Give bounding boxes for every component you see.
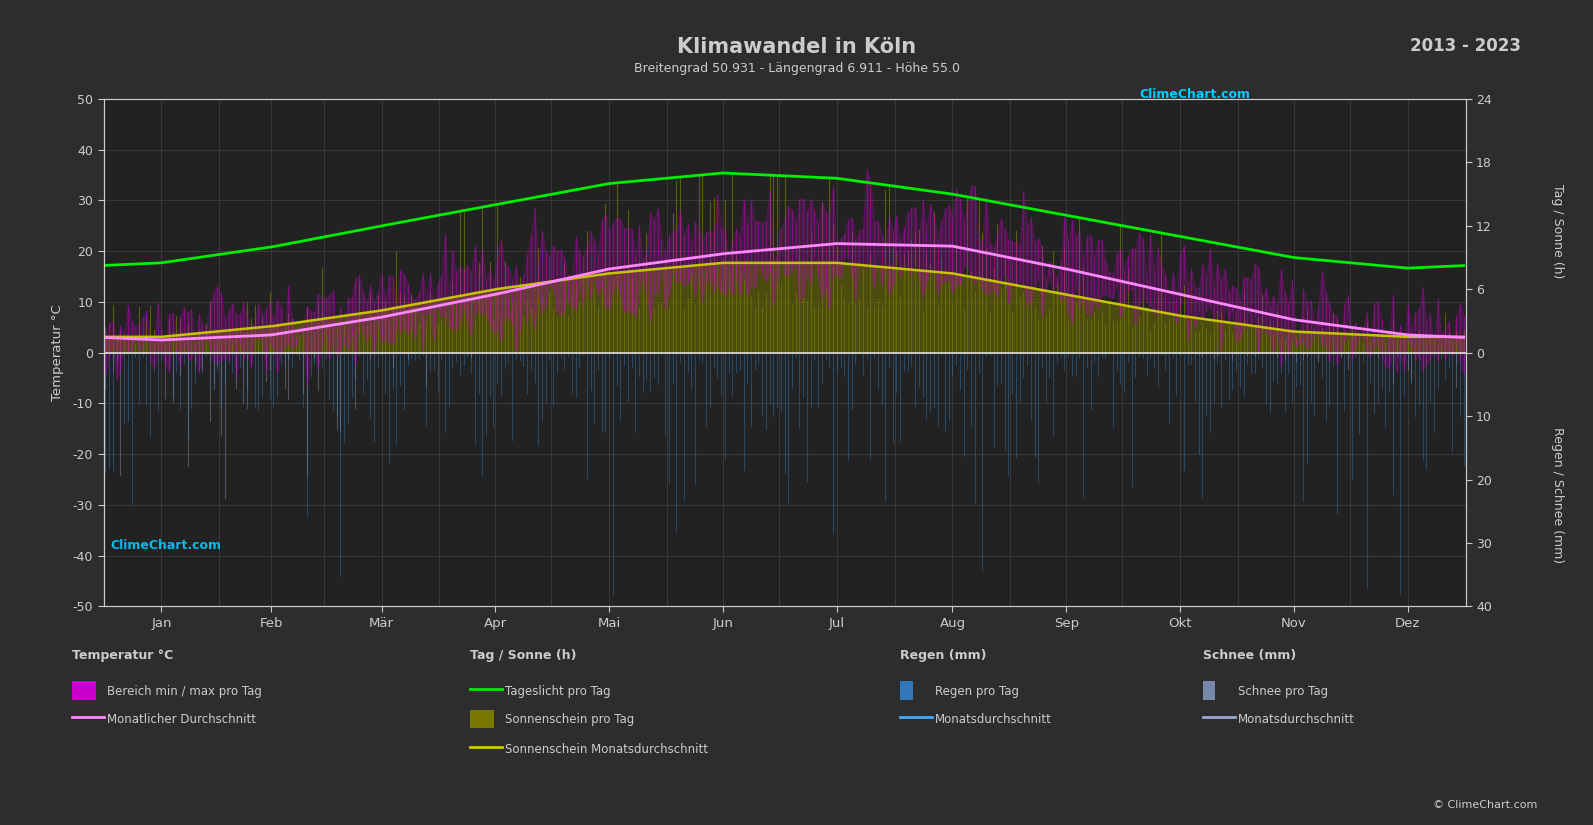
Text: Tag / Sonne (h): Tag / Sonne (h) bbox=[470, 649, 577, 662]
Text: © ClimeChart.com: © ClimeChart.com bbox=[1432, 800, 1537, 810]
Text: Regen pro Tag: Regen pro Tag bbox=[935, 685, 1020, 698]
Text: ClimeChart.com: ClimeChart.com bbox=[1139, 88, 1251, 101]
Text: Sonnenschein Monatsdurchschnitt: Sonnenschein Monatsdurchschnitt bbox=[505, 742, 707, 756]
Text: 2013 - 2023: 2013 - 2023 bbox=[1410, 37, 1521, 55]
Text: ClimeChart.com: ClimeChart.com bbox=[110, 539, 221, 552]
Text: Monatlicher Durchschnitt: Monatlicher Durchschnitt bbox=[107, 713, 256, 726]
Text: Monatsdurchschnitt: Monatsdurchschnitt bbox=[935, 713, 1051, 726]
Y-axis label: Temperatur °C: Temperatur °C bbox=[51, 304, 64, 401]
Text: Tag / Sonne (h): Tag / Sonne (h) bbox=[1552, 184, 1564, 278]
Text: Klimawandel in Köln: Klimawandel in Köln bbox=[677, 37, 916, 57]
Text: Breitengrad 50.931 - Längengrad 6.911 - Höhe 55.0: Breitengrad 50.931 - Längengrad 6.911 - … bbox=[634, 62, 959, 75]
Text: Temperatur °C: Temperatur °C bbox=[72, 649, 174, 662]
Text: Schnee pro Tag: Schnee pro Tag bbox=[1238, 685, 1329, 698]
Text: Tageslicht pro Tag: Tageslicht pro Tag bbox=[505, 685, 610, 698]
Text: Schnee (mm): Schnee (mm) bbox=[1203, 649, 1297, 662]
Text: Monatsdurchschnitt: Monatsdurchschnitt bbox=[1238, 713, 1354, 726]
Text: Bereich min / max pro Tag: Bereich min / max pro Tag bbox=[107, 685, 261, 698]
Text: Regen / Schnee (mm): Regen / Schnee (mm) bbox=[1552, 427, 1564, 563]
Text: Regen (mm): Regen (mm) bbox=[900, 649, 986, 662]
Text: Sonnenschein pro Tag: Sonnenschein pro Tag bbox=[505, 713, 634, 726]
